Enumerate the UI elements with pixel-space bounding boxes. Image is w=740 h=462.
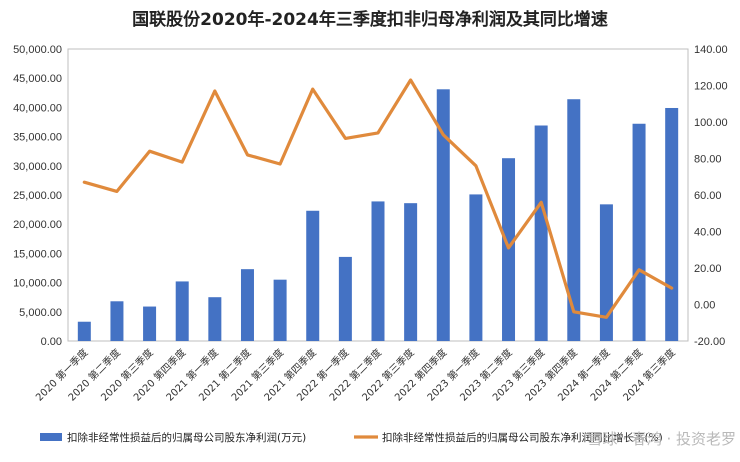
left-axis-tick-label: 20,000.00 [13,219,62,231]
bar [567,99,581,341]
bar [632,123,646,341]
watermark: 雪球 · 春鸿 · 投资老罗 [587,430,736,448]
bar [143,306,157,341]
left-axis-tick-label: 35,000.00 [13,132,62,144]
left-axis-tick-label: 5,000.00 [19,307,62,319]
bar [338,256,352,341]
chart-title: 国联股份2020年-2024年三季度扣非归母净利润及其同比增速 [132,9,608,30]
bar [436,89,450,342]
bar [175,281,189,341]
bar [665,107,679,341]
bar [208,297,222,341]
bar [502,158,516,341]
right-axis-tick-label: 0.00 [694,300,715,312]
bar [404,203,418,341]
right-axis-tick-label: 60.00 [694,190,722,202]
left-axis-tick-label: 40,000.00 [13,102,62,114]
growth-rate-line [82,78,674,319]
legend-swatch-bar [40,433,62,441]
category-label: 2024 第三季度 [620,346,678,404]
bar [534,125,548,341]
bar [77,321,91,341]
legend: 扣除非经常性损益后的归属母公司股东净利润(万元) 扣除非经常性损益后的归属母公司股… [40,431,663,444]
left-axis-tick-label: 15,000.00 [13,248,62,260]
legend-label-line: 扣除非经常性损益后的归属母公司股东净利润同比增长率(%) [382,431,663,444]
bar [469,194,483,341]
legend-label-bar: 扣除非经常性损益后的归属母公司股东净利润(万元) [67,431,306,444]
bar [110,301,124,341]
left-axis-tick-label: 10,000.00 [13,278,62,290]
bar [273,279,287,341]
right-axis-tick-label: 120.00 [694,81,728,93]
right-axis-tick-label: 140.00 [694,44,728,56]
bar [599,204,613,341]
left-axis-tick-label: 50,000.00 [13,44,62,56]
right-axis-tick-label: -20.00 [694,336,725,348]
bar [371,201,385,341]
right-axis-tick-label: 20.00 [694,263,722,275]
left-axis-tick-label: 0.00 [41,336,62,348]
bar [306,210,320,341]
right-axis-tick-label: 80.00 [694,154,722,166]
left-axis-tick-label: 25,000.00 [13,190,62,202]
bar [240,269,254,341]
plot-area: 0.00 5,000.00 10,000.00 15,000.00 20,000.00 2… [13,44,728,404]
left-axis-tick-label: 30,000.00 [13,161,62,173]
left-axis-tick-label: 45,000.00 [13,73,62,85]
right-axis-tick-label: 40.00 [694,227,722,239]
right-axis-tick-label: 100.00 [694,117,728,129]
